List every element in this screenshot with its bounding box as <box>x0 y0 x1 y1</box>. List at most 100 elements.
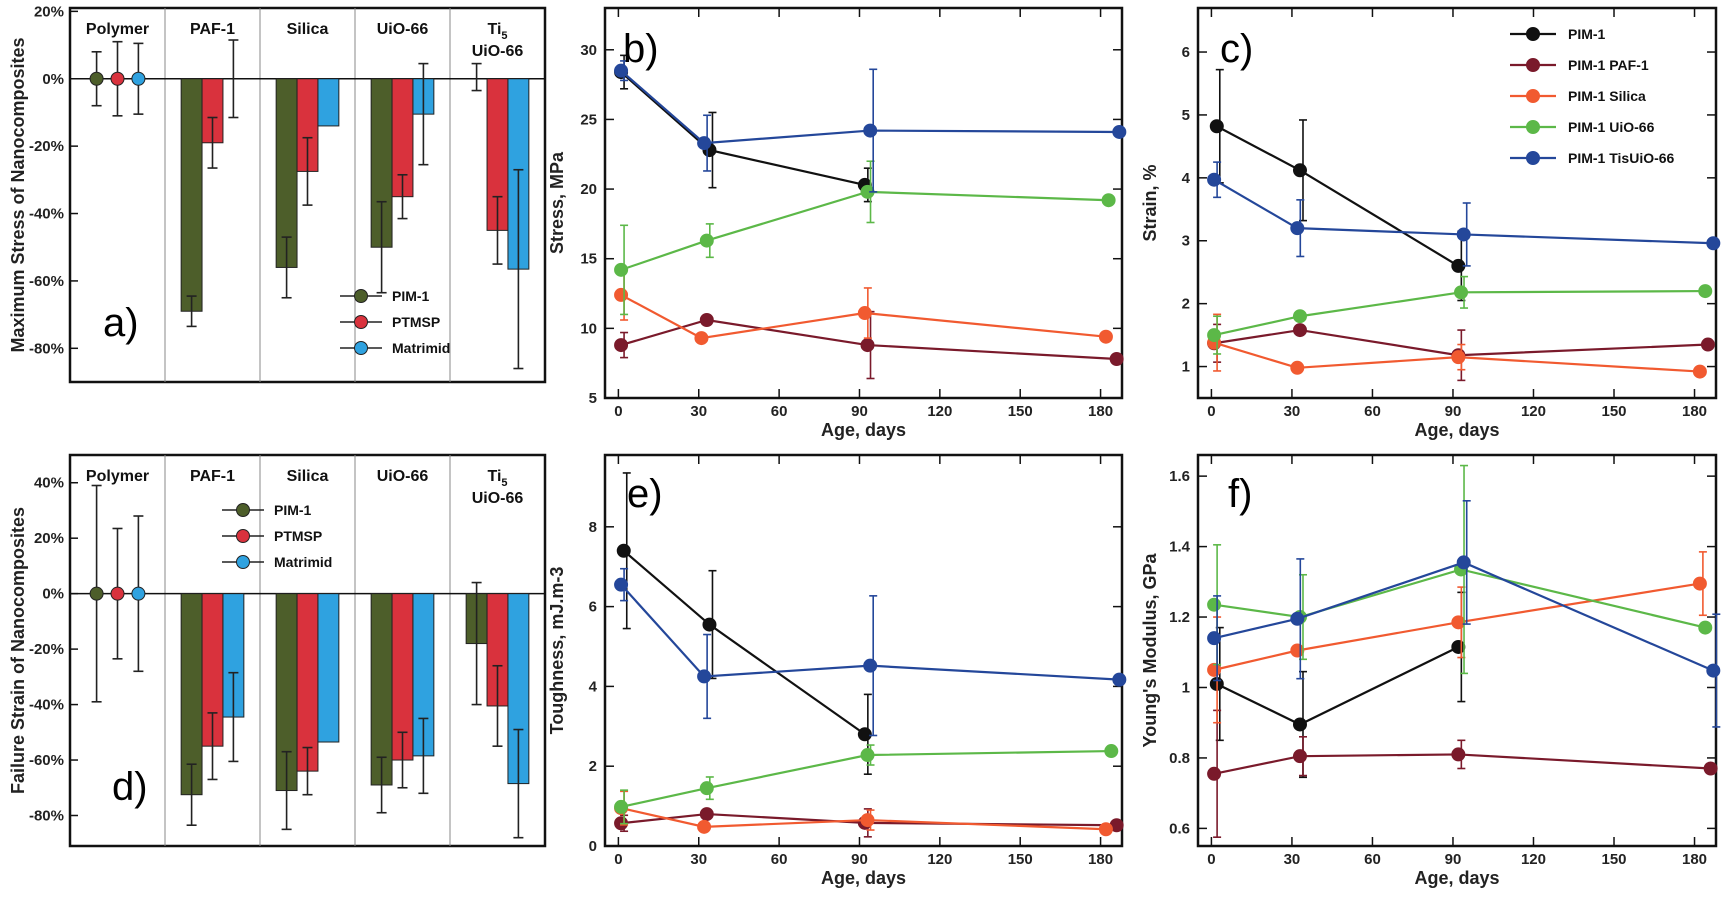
data-point <box>1104 744 1119 759</box>
series-line <box>620 71 866 186</box>
data-point <box>614 799 629 814</box>
legend-label: PIM-1 UiO-66 <box>1568 119 1655 135</box>
x-axis-title: Age, days <box>821 420 906 440</box>
y-axis-title: Young's Modulus, GPa <box>1140 553 1160 748</box>
category-label: UiO-66 <box>472 490 524 507</box>
data-point <box>1292 717 1307 732</box>
bar-matrimid <box>317 78 340 127</box>
y-tick-label: 30 <box>580 42 597 59</box>
data-point <box>699 233 714 248</box>
x-tick-label: 180 <box>1682 403 1707 420</box>
legend-marker <box>354 289 368 303</box>
y-axis-title: Toughness, mJ.m-3 <box>547 567 567 735</box>
y-tick-label: 4 <box>1182 170 1191 187</box>
x-tick-label: 90 <box>1445 403 1462 420</box>
x-tick-label: 180 <box>1088 403 1113 420</box>
series-line <box>1213 568 1706 629</box>
x-tick-label: 90 <box>1445 851 1462 868</box>
legend-marker <box>1526 151 1540 165</box>
y-axis-title: Failure Strain of Nanocomposites <box>8 507 28 794</box>
y-tick-label: 0% <box>42 71 64 88</box>
series-line <box>1213 178 1714 245</box>
x-tick-label: 30 <box>1284 851 1301 868</box>
data-point <box>860 748 875 763</box>
data-point <box>699 807 714 822</box>
category-label: UiO-66 <box>377 468 429 485</box>
data-point <box>1098 329 1113 344</box>
x-tick-label: 30 <box>690 403 707 420</box>
plot-frame <box>603 453 1124 848</box>
legend-marker <box>1526 27 1540 41</box>
y-tick-label: 10 <box>580 320 597 337</box>
legend-label: PIM-1 <box>274 502 312 518</box>
panel-f: 0 30 60 90 120 150 180 0.6 0.8 1 1.2 1.4 1.6 Age, day… <box>1140 453 1721 888</box>
legend-marker <box>1526 89 1540 103</box>
legend-label: PIM-1 <box>392 288 430 304</box>
data-point <box>1290 221 1305 236</box>
panel-b: 0 30 60 90 120 150 180 5 10 15 20 25 30 Age, days Stre… <box>547 6 1127 440</box>
data-point <box>614 287 629 302</box>
data-point <box>1292 749 1307 764</box>
legend-marker <box>236 555 250 569</box>
x-tick-label: 0 <box>614 851 622 868</box>
plot-frame <box>603 6 1124 400</box>
data-point <box>1454 285 1469 300</box>
y-tick-label: 5 <box>1182 107 1190 124</box>
data-point <box>699 781 714 796</box>
category-label: PAF-1 <box>190 21 235 38</box>
category-label: PAF-1 <box>190 468 235 485</box>
x-tick-label: 150 <box>1008 851 1033 868</box>
y-tick-label: 4 <box>589 678 598 695</box>
bar-ptmsp <box>296 593 319 772</box>
y-axis-title: Stress, MPa <box>547 151 567 254</box>
x-tick-label: 120 <box>927 851 952 868</box>
legend-label: PIM-1 <box>1568 26 1606 42</box>
series-line <box>620 749 1112 808</box>
series-line <box>1213 582 1701 671</box>
data-point <box>1207 631 1222 646</box>
marker-matrimid <box>131 71 146 86</box>
x-tick-label: 60 <box>1364 403 1381 420</box>
category-label: Silica <box>287 468 329 485</box>
y-tick-label: -40% <box>29 697 64 714</box>
data-point <box>1692 576 1707 591</box>
category-label: Ti5 <box>487 21 507 42</box>
legend-label: PTMSP <box>392 314 440 330</box>
x-tick-label: 90 <box>851 851 868 868</box>
data-point <box>857 306 872 321</box>
panel-label: e) <box>627 472 663 516</box>
y-tick-label: -20% <box>29 138 64 155</box>
legend-label: PIM-1 PAF-1 <box>1568 57 1649 73</box>
series-line <box>1213 289 1706 337</box>
data-point <box>1112 672 1127 687</box>
series-line <box>1213 328 1708 357</box>
series-line <box>620 807 1106 831</box>
data-point <box>1098 822 1113 837</box>
x-tick-label: 0 <box>1207 403 1215 420</box>
x-tick-label: 30 <box>690 851 707 868</box>
data-point <box>1109 352 1124 366</box>
data-point <box>1292 323 1307 338</box>
panel-d: Polymer PAF-1 Silica UiO-66 Ti5UiO-6640%20%0… <box>8 453 547 848</box>
marker-ptmsp <box>110 586 125 601</box>
x-tick-label: 0 <box>614 403 622 420</box>
x-tick-label: 90 <box>851 403 868 420</box>
x-tick-label: 30 <box>1284 403 1301 420</box>
x-tick-label: 150 <box>1601 851 1626 868</box>
y-tick-label: 1 <box>1182 359 1190 376</box>
y-tick-label: 5 <box>589 390 597 407</box>
y-tick-label: 8 <box>589 519 597 536</box>
x-axis-title: Age, days <box>1414 868 1499 888</box>
series-line <box>620 583 1120 681</box>
data-point <box>1207 328 1222 343</box>
series-line <box>620 293 1107 340</box>
data-point <box>857 727 872 742</box>
y-tick-label: 6 <box>1182 44 1190 61</box>
y-tick-label: 1 <box>1182 679 1190 696</box>
y-tick-label: -20% <box>29 641 64 658</box>
series-line <box>1213 753 1711 775</box>
plot-frame <box>68 453 547 848</box>
y-tick-label: -40% <box>29 206 64 223</box>
legend-label: PTMSP <box>274 528 322 544</box>
series-line <box>1213 341 1700 373</box>
